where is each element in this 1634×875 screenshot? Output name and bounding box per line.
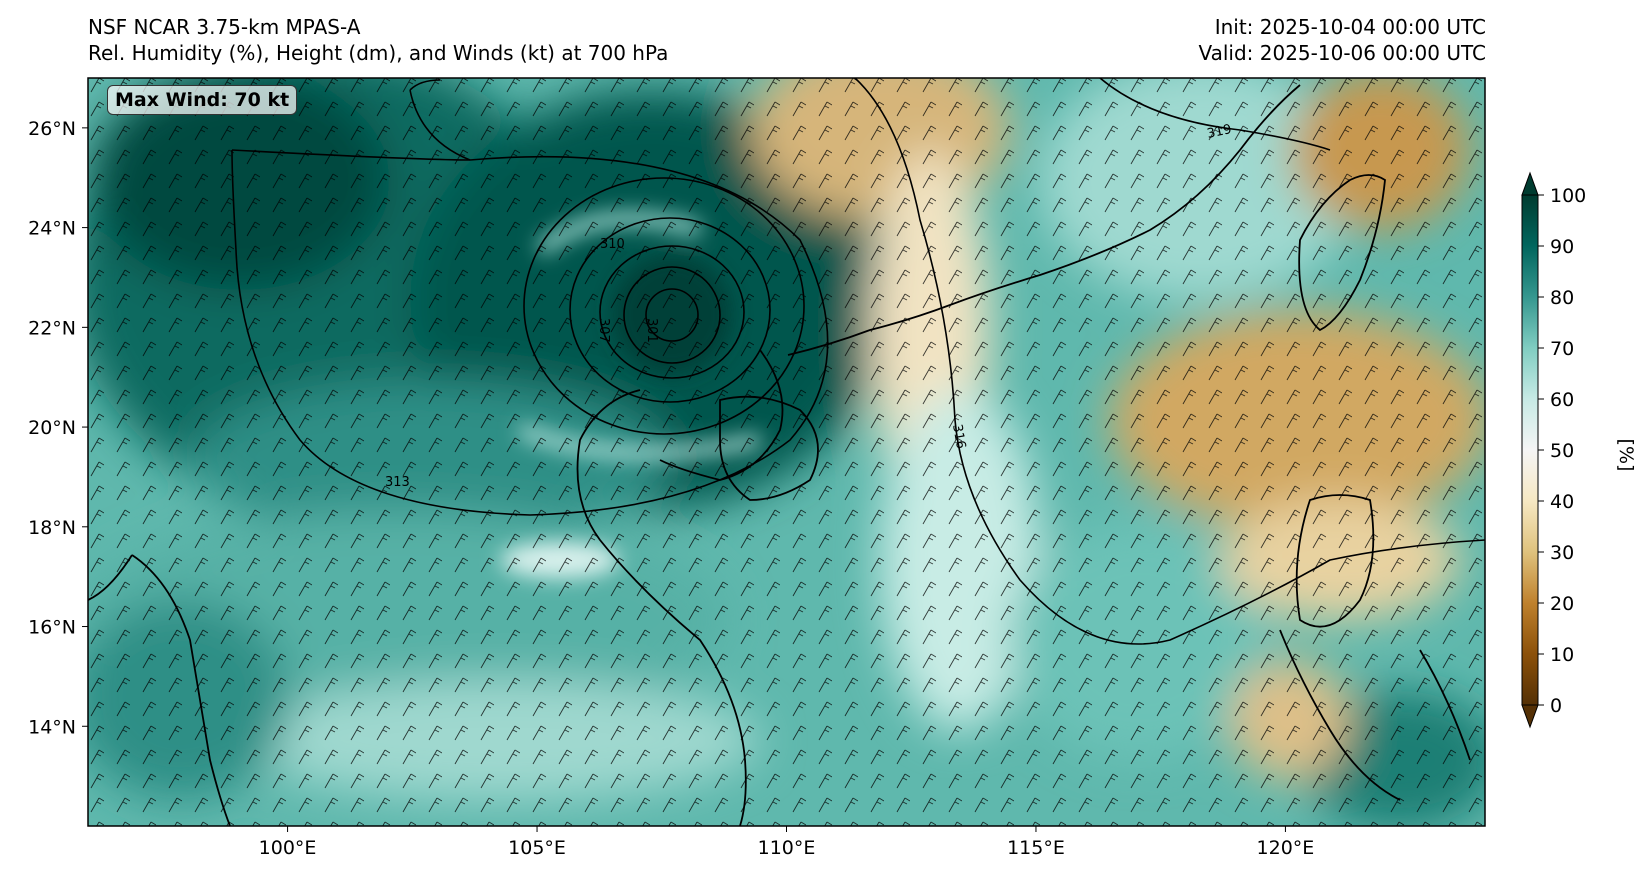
lat-tick-label: 26°N bbox=[28, 118, 76, 140]
max-wind-annotation: Max Wind: 70 kt bbox=[107, 85, 298, 115]
colorbar-tick-label: 50 bbox=[1550, 440, 1574, 462]
contour-label: 319 bbox=[1206, 122, 1233, 142]
colorbar-unit-label: [%] bbox=[1615, 439, 1634, 472]
lat-tick-label: 18°N bbox=[28, 517, 76, 539]
longitude-axis: 100°E 105°E 110°E 115°E 120°E bbox=[259, 826, 1315, 859]
coastlines bbox=[88, 84, 1471, 826]
humidity-field: 313 316 319 310 301 307 bbox=[88, 78, 1485, 826]
lon-tick-label: 115°E bbox=[1007, 837, 1065, 859]
lon-tick-label: 120°E bbox=[1257, 837, 1315, 859]
lat-tick-label: 16°N bbox=[28, 617, 76, 639]
valid-time: Valid: 2025-10-06 00:00 UTC bbox=[1198, 41, 1486, 65]
colorbar-extend-bottom bbox=[1521, 704, 1539, 729]
contour-label: 313 bbox=[385, 475, 410, 490]
colorbar-tick-label: 90 bbox=[1550, 236, 1574, 258]
colorbar-tick-label: 80 bbox=[1550, 287, 1574, 309]
lat-tick-label: 20°N bbox=[28, 417, 76, 439]
init-time: Init: 2025-10-04 00:00 UTC bbox=[1214, 15, 1486, 39]
lon-tick-label: 110°E bbox=[758, 837, 816, 859]
contour-label: 307 bbox=[596, 318, 611, 343]
colorbar-tick-label: 20 bbox=[1550, 593, 1574, 615]
colorbar-tick-label: 40 bbox=[1550, 491, 1574, 513]
lon-tick-label: 100°E bbox=[259, 837, 317, 859]
contour-label: 316 bbox=[949, 423, 968, 450]
colorbar-tick-label: 30 bbox=[1550, 542, 1574, 564]
model-title: NSF NCAR 3.75-km MPAS-A bbox=[88, 15, 361, 39]
colorbar-tick-label: 10 bbox=[1550, 644, 1574, 666]
colorbar-tick-label: 70 bbox=[1550, 338, 1574, 360]
latitude-axis: 26°N 24°N 22°N 20°N 18°N 16°N 14°N bbox=[28, 118, 88, 738]
colorbar-tick-label: 0 bbox=[1550, 695, 1562, 717]
fields-title: Rel. Humidity (%), Height (dm), and Wind… bbox=[88, 41, 669, 65]
contour-label: 310 bbox=[600, 237, 625, 252]
colorbar-tick-label: 60 bbox=[1550, 389, 1574, 411]
lat-tick-label: 22°N bbox=[28, 317, 76, 339]
lat-tick-label: 14°N bbox=[28, 716, 76, 738]
contour-label: 301 bbox=[644, 318, 659, 343]
colorbar: 0 10 20 30 40 50 60 70 80 90 100 [%] bbox=[1521, 171, 1634, 729]
lon-tick-label: 105°E bbox=[508, 837, 566, 859]
colorbar-tick-label: 100 bbox=[1550, 185, 1586, 207]
lat-tick-label: 24°N bbox=[28, 218, 76, 240]
colorbar-extend-top bbox=[1521, 171, 1539, 196]
